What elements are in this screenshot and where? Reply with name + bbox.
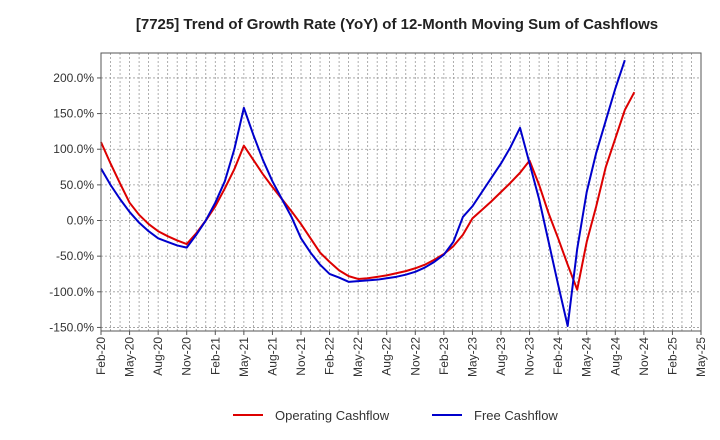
x-tick-label: May-21 [237,337,251,377]
y-tick-label: 50.0% [60,178,94,192]
series-line-free-cashflow [100,59,626,328]
x-tick-label: Nov-23 [523,337,537,376]
x-tick-label: Nov-22 [408,337,422,376]
x-tick-label: Aug-22 [380,337,394,376]
x-tick-label: Aug-21 [265,337,279,376]
x-tick-label: Aug-23 [494,337,508,376]
y-tick-label: -100.0% [49,285,94,299]
chart-title: [7725] Trend of Growth Rate (YoY) of 12-… [136,16,658,33]
x-tick-label: Aug-24 [608,337,622,376]
legend: Operating Cashflow Free Cashflow [233,408,558,423]
series-layer [100,59,636,328]
y-tick-label: -50.0% [56,249,94,263]
x-tick-label: Feb-20 [94,337,108,375]
x-tick-label: Aug-20 [151,337,165,376]
x-tick-label: May-20 [123,337,137,377]
x-tick-label: May-24 [580,337,594,377]
series-line-operating-cashflow [100,91,636,291]
grid-layer [100,53,702,331]
x-tick-label: May-23 [465,337,479,377]
plot-frame [100,52,702,332]
legend-label: Free Cashflow [474,408,558,423]
y-tick-label: 150.0% [53,107,94,121]
x-tick-label: Nov-21 [294,337,308,376]
x-tick-label: Feb-22 [323,337,337,375]
x-tick-label: Nov-20 [180,337,194,376]
x-tick-label: Nov-24 [637,337,651,376]
x-tick-label: Feb-21 [208,337,222,375]
plot-area [101,53,701,331]
x-tick-label: Feb-25 [665,337,679,375]
y-tick-label: 200.0% [53,71,94,85]
x-tick-label: May-25 [694,337,708,377]
y-axis-ticks: 200.0% 150.0% 100.0% 50.0% 0.0% -50.0% -100.0%… [49,71,101,334]
y-tick-label: -150.0% [49,320,94,334]
x-tick-label: May-22 [351,337,365,377]
x-tick-label: Feb-24 [551,337,565,375]
x-tick-label: Feb-23 [437,337,451,375]
y-tick-label: 0.0% [67,214,95,228]
x-axis-ticks: Feb-20 May-20 Aug-20 Nov-20 Feb-21 May-21 Aug-… [94,331,708,377]
y-tick-label: 100.0% [53,142,94,156]
legend-label: Operating Cashflow [275,408,390,423]
